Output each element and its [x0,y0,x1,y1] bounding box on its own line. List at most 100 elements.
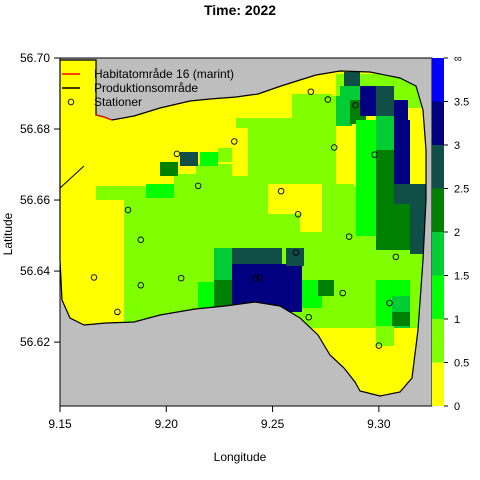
station-point [375,342,383,349]
x-tick-label: 9.30 [367,417,391,431]
heatmap-cell [376,150,394,250]
production-area-line [59,165,85,189]
stations [90,88,400,349]
colorbar-tick-label: 0.5 [454,358,469,370]
heatmap-cell [320,96,336,120]
heatmap-cell [394,120,410,204]
heatmap-cell [300,212,322,232]
y-axis-label: Latitude [1,212,15,255]
station-point [392,253,400,261]
heatmap-cell [304,264,320,280]
y-tick-label: 56.66 [20,193,50,207]
colorbar-segment [432,145,444,189]
colorbar-tick-label: 3.5 [454,97,469,109]
station-point [252,274,259,282]
chart-title: Time: 2022 [204,2,276,18]
legend-label: Stationer [94,95,142,109]
y-tick-label: 56.62 [20,335,50,349]
station-point [305,313,312,321]
heatmap-cell [376,326,394,346]
colorbar-segment [432,232,444,276]
colorbar-tick-label: ∞ [454,53,462,65]
station-point [90,274,98,281]
x-axis-label: Longitude [214,450,267,464]
heatmap-cell [318,280,334,296]
colorbar-tick-label: 3 [454,140,460,152]
colorbar-segment [432,58,444,102]
legend: Habitatområde 16 (marint)Produktionsområ… [62,67,234,109]
colorbar-segment [432,319,444,363]
legend-point-swatch [67,98,75,106]
heatmap-cell [160,162,178,176]
colorbar-segment [432,362,444,406]
heatmap-cell [146,184,176,198]
coastline [59,59,427,397]
heatmap-cell [340,296,376,326]
heatmap-cell [336,96,352,126]
station-point [352,101,359,109]
station-point [386,299,393,307]
station-point [231,138,238,145]
heatmap-cell [200,152,218,166]
map-panel [59,57,433,407]
heatmap-cell [394,184,410,204]
heatmap-cell [196,280,214,310]
heatmap-cell [302,280,322,308]
colorbar-tick-label: 0 [454,401,460,413]
legend-label: Habitatområde 16 (marint) [94,67,234,81]
heatmap-cell [196,164,234,176]
station-point [277,187,285,195]
colorbar-segment [432,188,444,232]
station-point [307,88,315,95]
station-point [114,308,121,316]
heatmap-cell [394,100,408,120]
axes: 9.15 9.20 9.25 9.30 56.62 56.64 56.66 56.68 56.7… [20,51,391,431]
station-point [256,274,264,281]
heatmap-cell [356,120,376,236]
station-point [124,206,132,214]
station-point [137,282,145,289]
colorbar-tick-label: 2 [454,227,460,239]
heatmap-cell [376,86,394,116]
station-point [177,274,185,282]
heatmap-cell [360,86,376,116]
legend-label: Produktionsområde [94,81,198,95]
station-point [339,289,346,297]
colorbar-tick-label: 2.5 [454,184,469,196]
heatmap-cell [160,248,214,268]
heatmap-cell [410,184,426,254]
station-point [371,151,378,158]
heatmap-cell [174,186,192,200]
heatmap-cell [232,128,248,176]
heatmap-cell [214,280,232,310]
heatmap-cell [286,248,304,266]
heatmap-cell [392,312,410,326]
heatmap-cell [268,184,322,214]
station-point [292,249,300,256]
y-tick-label: 56.64 [20,264,50,278]
colorbar: 0 0.5 1 1.5 2 2.5 3 3.5 ∞ [432,53,469,413]
heatmap-cell [196,264,214,282]
heatmap-cell [212,186,268,200]
heatmap-cell [394,204,410,250]
y-tick-label: 56.70 [20,51,50,65]
station-point [294,210,302,218]
x-tick-label: 9.20 [155,417,179,431]
heatmap-cell [180,152,198,166]
colorbar-segment [432,275,444,319]
habitat-area-line [95,114,113,121]
station-point [173,150,181,158]
station-point [194,182,202,190]
heatmap-cell [174,174,252,188]
x-tick-label: 9.25 [261,417,285,431]
station-point [137,236,145,244]
station-point [330,144,338,151]
x-tick-label: 9.15 [48,417,72,431]
heatmap-cell [232,248,282,264]
y-tick-label: 56.68 [20,122,50,136]
heatmap-cell [218,148,232,162]
colorbar-tick-label: 1.5 [454,271,469,283]
heatmap-cell [340,86,360,100]
heatmap-cell [236,118,336,188]
